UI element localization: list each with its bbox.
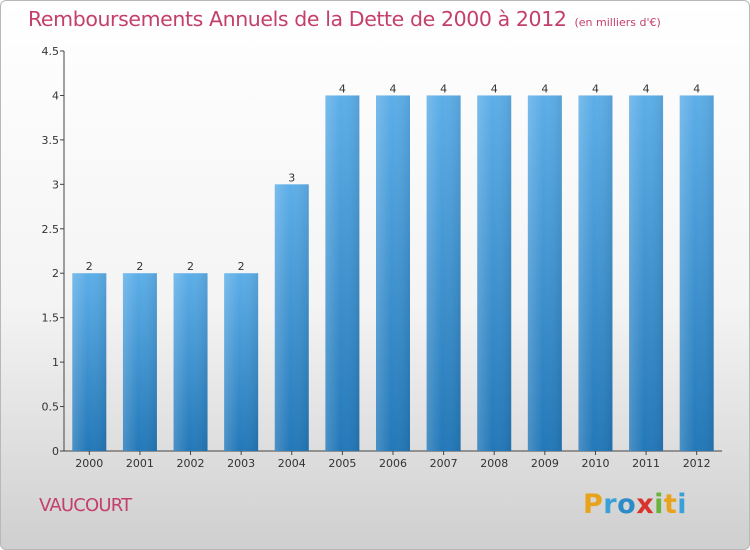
x-tick-label: 2012	[683, 457, 711, 470]
bar-2000	[72, 273, 107, 451]
bar-2012	[679, 95, 714, 451]
bar-shine	[527, 95, 562, 451]
data-label: 4	[693, 82, 700, 95]
logo-letter: t	[663, 489, 678, 520]
bar-2005	[325, 95, 360, 451]
x-axis-ticks: 2000 2001 2002 2003 2004 2005 2006 2007 2008 2009…	[75, 451, 711, 470]
logo-letter: o	[617, 489, 637, 520]
bar-2001	[122, 273, 157, 451]
data-label: 4	[541, 82, 548, 95]
bar-2011	[629, 95, 664, 451]
bar-shine	[376, 95, 410, 451]
y-axis-ticks: 0 0.5 1 1.5 2 2.5 3 3.5 4 4.5	[42, 45, 64, 458]
bar-shine	[679, 95, 714, 451]
bar-shine	[578, 95, 613, 451]
bar-shine	[274, 184, 309, 452]
bar-shine	[426, 95, 461, 451]
bar-2003	[224, 273, 259, 451]
bar-2006	[376, 95, 410, 451]
x-tick-label: 2000	[75, 457, 103, 470]
y-tick-label: 3.5	[42, 134, 60, 147]
bar-shine	[173, 273, 208, 451]
data-label: 2	[238, 260, 245, 273]
logo-letter: x	[636, 489, 655, 520]
bar-shine	[629, 95, 664, 451]
logo-letter: r	[603, 489, 618, 520]
x-tick-label: 2002	[177, 457, 205, 470]
bar-2004	[274, 184, 309, 452]
bar-2009	[527, 95, 562, 451]
x-tick-label: 2003	[227, 457, 255, 470]
data-label: 4	[390, 82, 397, 95]
y-tick-label: 0.5	[42, 401, 60, 414]
x-tick-label: 2004	[278, 457, 306, 470]
y-tick-label: 1.5	[42, 312, 60, 325]
logo-letter: i	[677, 489, 688, 520]
x-tick-label: 2011	[632, 457, 660, 470]
chart-title-text: Remboursements Annuels de la Dette de 20…	[28, 7, 567, 31]
place-name: VAUCOURT	[39, 495, 132, 516]
chart-subtitle: (en milliers d'€)	[574, 16, 661, 29]
x-tick-label: 2007	[430, 457, 458, 470]
bar-shine	[325, 95, 360, 451]
y-tick-label: 1	[52, 356, 59, 369]
bar-shine	[224, 273, 259, 451]
data-label: 2	[187, 260, 194, 273]
x-tick-label: 2006	[379, 457, 407, 470]
data-label: 4	[491, 82, 498, 95]
data-label: 3	[288, 171, 295, 184]
chart-title: Remboursements Annuels de la Dette de 20…	[28, 7, 661, 31]
data-label: 4	[339, 82, 346, 95]
logo-letter: P	[583, 489, 604, 520]
data-label: 2	[136, 260, 143, 273]
y-tick-label: 2.5	[42, 223, 60, 236]
y-tick-label: 4	[52, 89, 59, 102]
bar-shine	[477, 95, 512, 451]
data-label: 4	[440, 82, 447, 95]
x-tick-label: 2001	[126, 457, 154, 470]
data-labels: 2 2 2 2 3 4 4 4 4 4 4 4 4	[86, 82, 700, 273]
bars	[72, 95, 714, 452]
y-tick-label: 3	[52, 178, 59, 191]
bar-2007	[426, 95, 461, 451]
x-tick-label: 2009	[531, 457, 559, 470]
x-tick-label: 2008	[480, 457, 508, 470]
proxiti-logo: Proxiti	[583, 489, 687, 520]
x-tick-label: 2010	[581, 457, 609, 470]
x-tick-label: 2005	[328, 457, 356, 470]
bar-shine	[72, 273, 107, 451]
y-tick-label: 4.5	[42, 45, 60, 58]
bar-shine	[122, 273, 157, 451]
bar-2008	[477, 95, 512, 451]
data-label: 4	[592, 82, 599, 95]
y-tick-label: 0	[52, 445, 59, 458]
y-tick-label: 2	[52, 267, 59, 280]
logo-letter: i	[654, 489, 664, 520]
bar-2010	[578, 95, 613, 451]
data-label: 2	[86, 260, 93, 273]
data-label: 4	[643, 82, 650, 95]
bar-2002	[173, 273, 208, 451]
